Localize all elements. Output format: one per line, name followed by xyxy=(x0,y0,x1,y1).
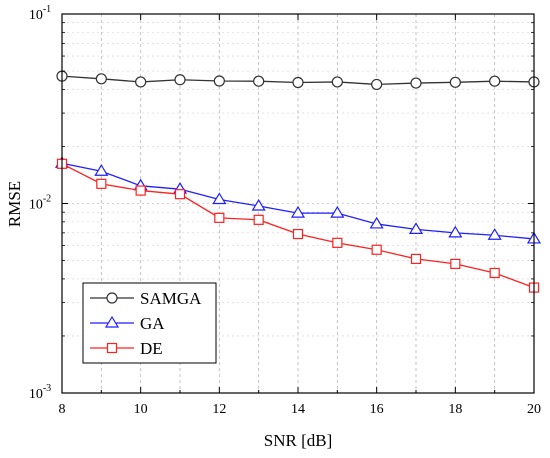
x-tick-label: 20 xyxy=(527,402,541,417)
axis-ticks: 8 10 12 14 16 18 20 10-1 10-2 10-3 xyxy=(29,4,541,417)
data-point-samga xyxy=(95,73,107,85)
legend-item-de: DE xyxy=(90,339,163,358)
y-tick-label: 10-3 xyxy=(29,383,51,402)
x-tick-label: 8 xyxy=(59,402,66,417)
data-point-samga xyxy=(449,76,461,88)
legend: SAMGA GA DE xyxy=(82,282,217,364)
data-point-samga xyxy=(213,75,225,87)
x-tick-label: 10 xyxy=(134,402,148,417)
data-point-samga xyxy=(253,75,265,87)
legend-label-samga: SAMGA xyxy=(140,289,202,308)
data-point-de xyxy=(174,189,186,200)
x-axis-label: SNR [dB] xyxy=(264,431,332,450)
data-point-samga xyxy=(135,76,147,88)
y-axis-label: RMSE xyxy=(5,181,24,227)
legend-label-de: DE xyxy=(140,339,163,358)
legend-label-ga: GA xyxy=(140,314,165,333)
data-point-ga xyxy=(448,225,463,238)
data-point-samga xyxy=(410,77,422,89)
legend-marker-de xyxy=(106,342,118,354)
data-point-de xyxy=(332,237,343,248)
legend-item-samga: SAMGA xyxy=(90,289,202,308)
x-tick-label: 16 xyxy=(370,402,384,417)
y-tick-label: 10-2 xyxy=(29,194,51,213)
x-tick-label: 12 xyxy=(212,402,226,417)
data-point-de xyxy=(214,212,225,223)
data-point-de xyxy=(135,185,146,196)
data-point-samga xyxy=(292,76,304,89)
data-point-ga xyxy=(330,205,345,218)
data-point-ga xyxy=(487,228,502,240)
y-tick-label: 10-1 xyxy=(29,4,51,23)
data-point-de xyxy=(253,214,264,225)
data-point-de xyxy=(371,244,382,255)
data-point-samga xyxy=(489,75,501,87)
data-point-ga xyxy=(369,216,384,229)
data-point-de xyxy=(489,267,500,279)
data-point-ga xyxy=(94,164,109,176)
data-point-ga xyxy=(212,192,227,205)
data-point-de xyxy=(96,178,107,189)
x-tick-label: 18 xyxy=(448,402,462,417)
data-point-ga xyxy=(290,205,306,218)
x-tick-label: 14 xyxy=(291,402,305,417)
data-point-de xyxy=(410,253,422,265)
data-point-samga xyxy=(331,76,343,88)
data-point-de xyxy=(450,258,461,270)
data-point-de xyxy=(292,228,304,240)
legend-marker-ga xyxy=(104,315,120,328)
data-point-ga xyxy=(408,222,424,235)
legend-item-ga: GA xyxy=(90,314,165,333)
legend-marker-samga xyxy=(106,292,118,304)
data-point-samga xyxy=(371,78,383,91)
data-point-ga xyxy=(251,198,266,211)
data-point-samga xyxy=(174,74,186,86)
